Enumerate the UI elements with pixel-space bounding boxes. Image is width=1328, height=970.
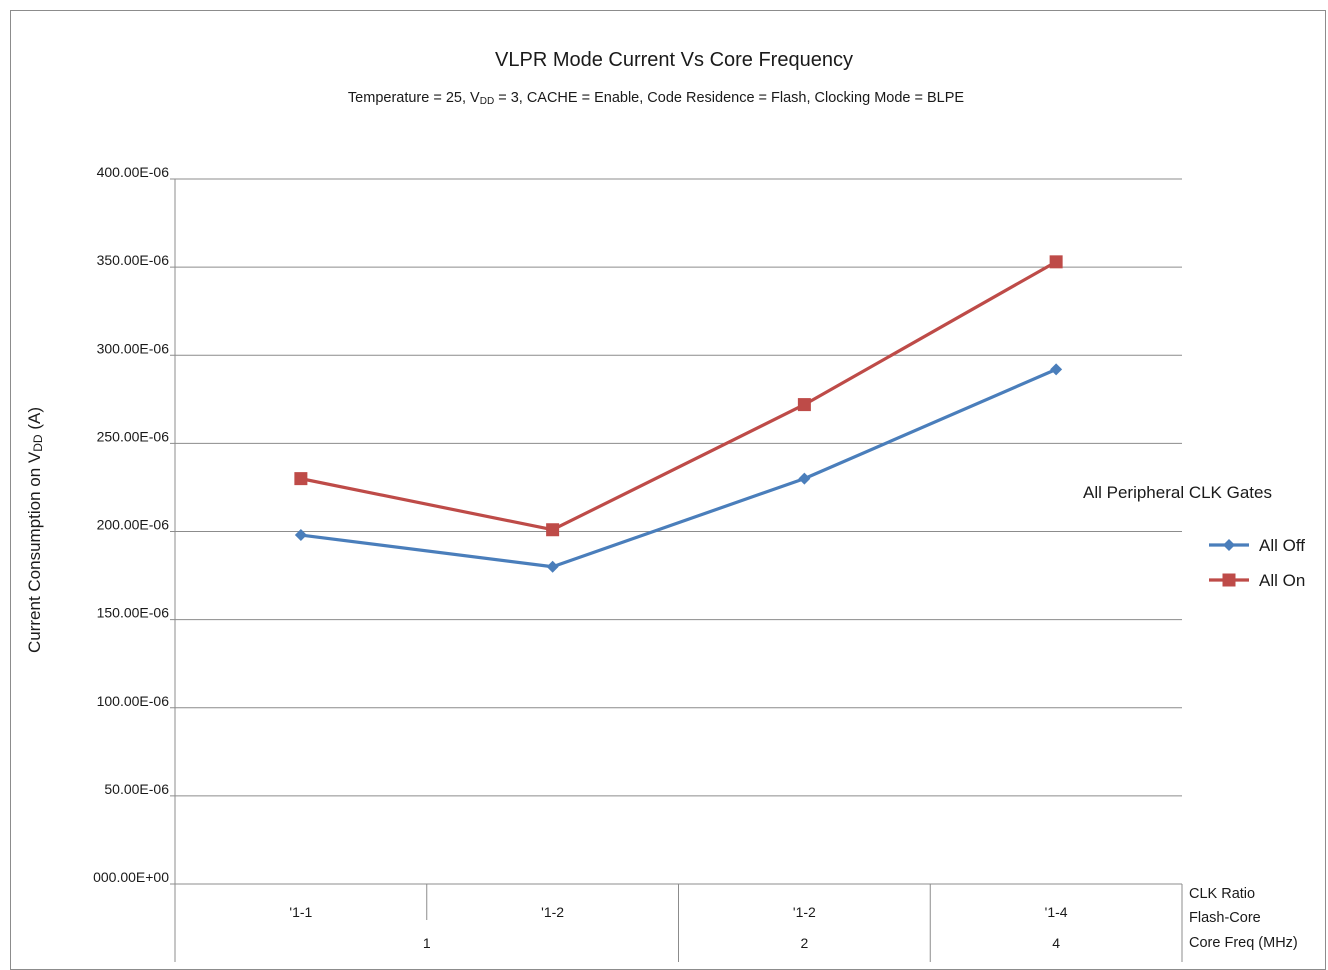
y-axis-tick-labels: 400.00E-06 350.00E-06 300.00E-06 250.00E-06… <box>93 164 169 885</box>
legend-swatch-marker <box>1222 573 1236 587</box>
ylabel-text-pre: Current Consumption on V <box>25 451 44 653</box>
x-axis-title: CLK Ratio <box>1189 886 1255 902</box>
data-point-marker <box>294 472 308 486</box>
data-point-marker <box>546 560 559 573</box>
chart-title: VLPR Mode Current Vs Core Frequency <box>495 49 853 71</box>
subtitle-text-pre: Temperature = 25, V <box>348 90 480 106</box>
x-axis-titles: CLK Ratio Flash-Core Core Freq (MHz) <box>1189 886 1298 951</box>
y-axis-label: Current Consumption on VDD (A) <box>25 407 45 653</box>
ylabel-text-sub: DD <box>31 434 45 452</box>
data-point-marker <box>1049 255 1063 269</box>
x-category-label: '1-1 <box>289 904 312 920</box>
x-axis-title: Core Freq (MHz) <box>1189 935 1298 951</box>
legend-title: All Peripheral CLK Gates <box>1083 483 1272 502</box>
series-lines <box>294 255 1063 573</box>
series-line <box>300 260 1057 532</box>
data-point-marker <box>294 529 307 542</box>
y-tick-label: 250.00E-06 <box>97 428 170 444</box>
x-category-label: '1-2 <box>541 904 564 920</box>
subtitle-text-sub: DD <box>480 96 494 107</box>
x-category-label: '1-4 <box>1045 904 1068 920</box>
y-tick-label: 50.00E-06 <box>104 781 169 797</box>
legend-label: All Off <box>1259 536 1305 555</box>
data-point-marker <box>1050 363 1063 376</box>
grid-lines <box>170 178 1182 885</box>
x-group-label: 2 <box>800 935 808 951</box>
y-tick-label: 350.00E-06 <box>97 252 170 268</box>
x-axis-group-labels: 1 2 4 <box>423 935 1060 951</box>
subtitle-text-post: = 3, CACHE = Enable, Code Residence = Fl… <box>494 90 964 106</box>
y-tick-label: 100.00E-06 <box>97 693 170 709</box>
legend: All Peripheral CLK Gates All Off All On <box>1083 483 1305 590</box>
y-tick-label: 200.00E-06 <box>97 517 170 533</box>
legend-swatch-marker <box>1223 539 1235 551</box>
data-point-marker <box>797 398 811 412</box>
chart-subtitle: Temperature = 25, VDD = 3, CACHE = Enabl… <box>348 90 964 107</box>
series-line <box>300 367 1057 569</box>
y-tick-label: 000.00E+00 <box>93 869 169 885</box>
data-point-marker <box>798 472 811 485</box>
y-tick-label: 150.00E-06 <box>97 605 170 621</box>
x-axis <box>174 179 1183 962</box>
x-axis-title: Flash-Core <box>1189 910 1261 926</box>
x-category-label: '1-2 <box>793 904 816 920</box>
data-point-marker <box>546 523 560 537</box>
y-tick-label: 400.00E-06 <box>97 164 170 180</box>
x-group-label: 4 <box>1052 935 1060 951</box>
x-axis-category-labels: '1-1 '1-2 '1-2 '1-4 <box>289 904 1067 920</box>
ylabel-text-post: (A) <box>25 407 44 434</box>
legend-label: All On <box>1259 571 1305 590</box>
x-group-label: 1 <box>423 935 431 951</box>
y-tick-label: 300.00E-06 <box>97 340 170 356</box>
